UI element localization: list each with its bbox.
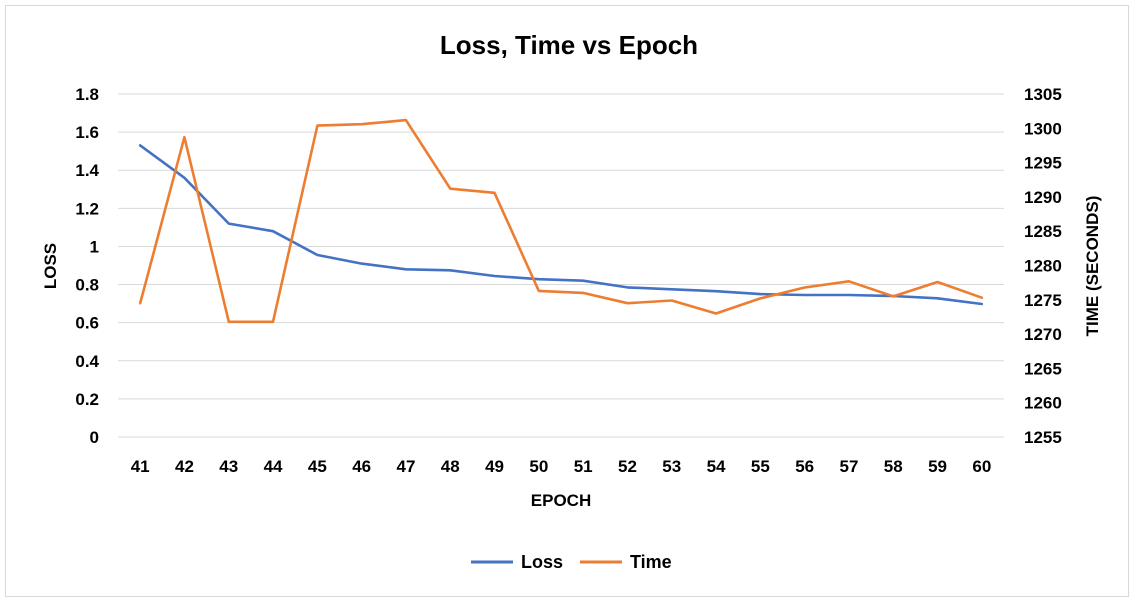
x-tick-label: 45 bbox=[308, 457, 327, 476]
x-tick-label: 56 bbox=[795, 457, 814, 476]
x-tick-label: 41 bbox=[131, 457, 150, 476]
x-tick-label: 49 bbox=[485, 457, 504, 476]
left-tick-label: 1.6 bbox=[75, 123, 99, 142]
x-tick-label: 52 bbox=[618, 457, 637, 476]
left-axis-title: LOSS bbox=[41, 243, 60, 289]
x-tick-label: 42 bbox=[175, 457, 194, 476]
x-tick-label: 53 bbox=[662, 457, 681, 476]
x-tick-label: 55 bbox=[751, 457, 770, 476]
right-tick-label: 1265 bbox=[1024, 359, 1062, 378]
right-tick-label: 1270 bbox=[1024, 325, 1062, 344]
x-tick-label: 60 bbox=[972, 457, 991, 476]
x-tick-label: 57 bbox=[839, 457, 858, 476]
x-tick-label: 59 bbox=[928, 457, 947, 476]
x-axis-title: EPOCH bbox=[531, 491, 591, 510]
x-tick-label: 50 bbox=[529, 457, 548, 476]
right-tick-label: 1285 bbox=[1024, 222, 1062, 241]
chart-frame bbox=[5, 5, 1129, 597]
left-tick-label: 1.2 bbox=[75, 199, 99, 218]
series-line-loss bbox=[138, 144, 984, 306]
left-tick-label: 1 bbox=[90, 237, 99, 256]
legend: Loss Time bbox=[471, 552, 672, 572]
x-tick-label: 51 bbox=[574, 457, 593, 476]
right-tick-label: 1300 bbox=[1024, 119, 1062, 138]
gridlines bbox=[118, 93, 1004, 438]
right-tick-label: 1295 bbox=[1024, 154, 1062, 173]
left-tick-label: 1.4 bbox=[75, 161, 99, 180]
right-tick-label: 1305 bbox=[1024, 85, 1062, 104]
right-tick-label: 1255 bbox=[1024, 428, 1062, 447]
chart-title: Loss, Time vs Epoch bbox=[440, 30, 698, 60]
left-tick-label: 0 bbox=[90, 428, 99, 447]
legend-label-loss: Loss bbox=[521, 552, 563, 572]
x-tick-label: 48 bbox=[441, 457, 460, 476]
left-axis-ticks: 0 0.2 0.4 0.6 0.8 1 1.2 1.4 1.6 1.8 bbox=[75, 85, 99, 447]
x-tick-label: 54 bbox=[707, 457, 726, 476]
left-tick-label: 0.8 bbox=[75, 276, 99, 295]
left-tick-label: 0.6 bbox=[75, 314, 99, 333]
right-tick-label: 1260 bbox=[1024, 394, 1062, 413]
x-tick-label: 47 bbox=[396, 457, 415, 476]
right-axis-ticks: 1255 1260 1265 1270 1275 1280 1285 1290 1295 1300… bbox=[1024, 85, 1062, 447]
x-axis-ticks: 41 42 43 44 45 46 47 48 49 50 51 52 53 54 55 56 57 58 59 60 bbox=[131, 457, 992, 476]
right-axis-title: TIME (SECONDS) bbox=[1083, 196, 1102, 337]
x-tick-label: 58 bbox=[884, 457, 903, 476]
left-tick-label: 0.4 bbox=[75, 352, 99, 371]
left-tick-label: 0.2 bbox=[75, 390, 99, 409]
legend-label-time: Time bbox=[630, 552, 672, 572]
series-lines bbox=[138, 118, 984, 324]
right-tick-label: 1275 bbox=[1024, 291, 1062, 310]
right-tick-label: 1290 bbox=[1024, 188, 1062, 207]
left-tick-label: 1.8 bbox=[75, 85, 99, 104]
x-tick-label: 43 bbox=[219, 457, 238, 476]
x-tick-label: 46 bbox=[352, 457, 371, 476]
right-tick-label: 1280 bbox=[1024, 257, 1062, 276]
x-tick-label: 44 bbox=[264, 457, 283, 476]
series-line-time bbox=[138, 118, 984, 324]
